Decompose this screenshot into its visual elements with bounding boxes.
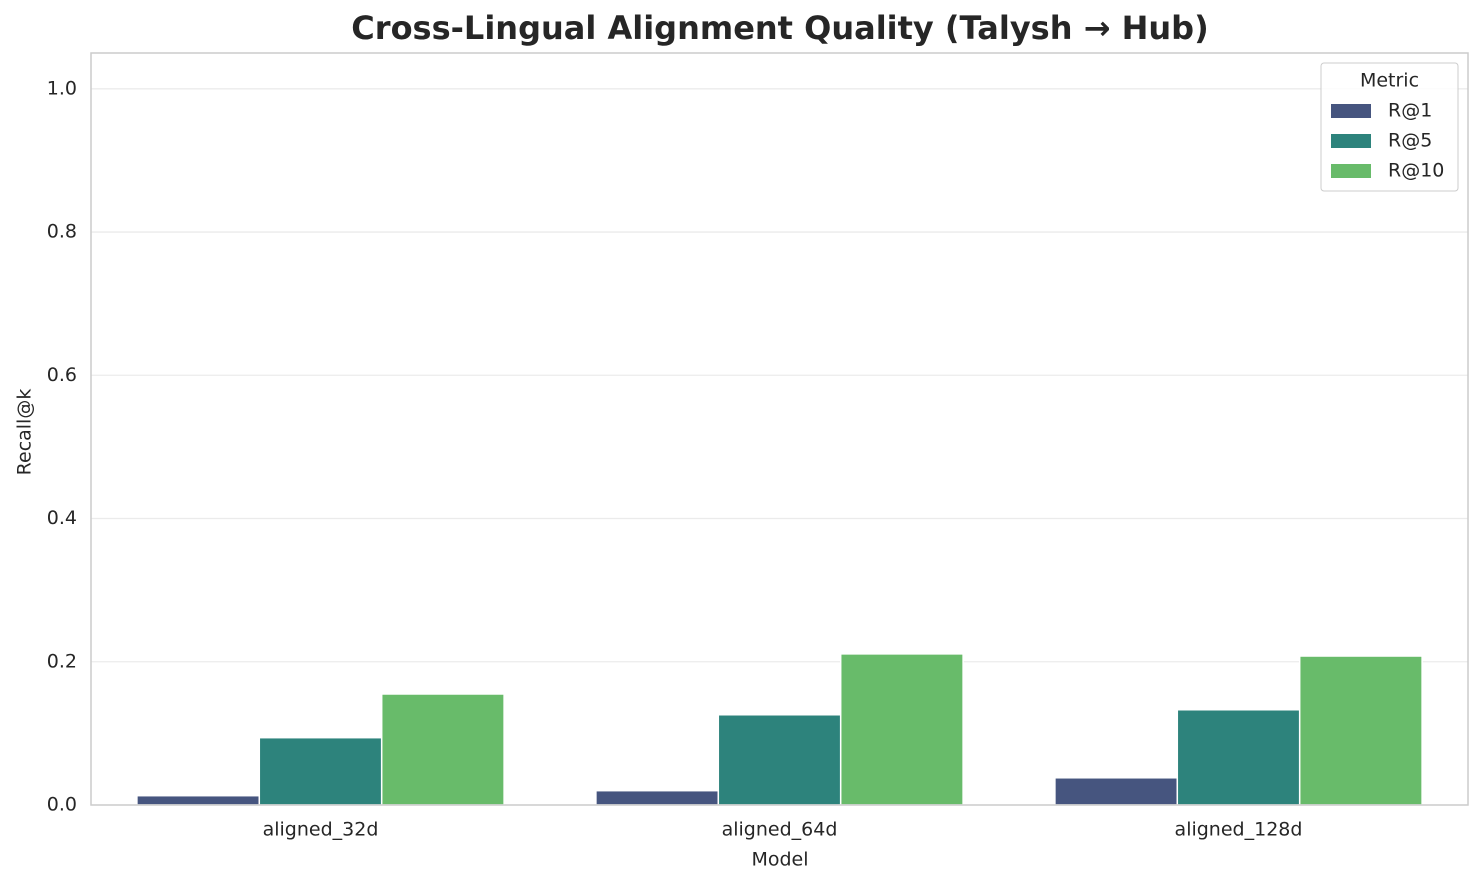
chart-title: Cross-Lingual Alignment Quality (Talysh … <box>351 9 1208 47</box>
bar <box>1298 655 1423 806</box>
bar <box>258 736 383 806</box>
bar <box>1176 708 1301 806</box>
bar <box>136 794 261 806</box>
x-axis-label: Model <box>751 849 808 871</box>
legend-label: R@10 <box>1388 160 1444 182</box>
legend-swatch <box>1331 164 1371 178</box>
bar <box>839 653 964 806</box>
legend: Metric R@1 R@5 R@10 <box>1320 62 1459 192</box>
bar <box>595 789 720 806</box>
x-tick-label: aligned_32d <box>263 819 379 841</box>
y-tick-label: 1.0 <box>47 77 77 99</box>
bar <box>380 693 505 806</box>
plot-frame <box>90 52 1469 806</box>
legend-title: Metric <box>1360 70 1419 92</box>
y-tick-label: 0.6 <box>47 364 77 386</box>
legend-label: R@5 <box>1388 130 1432 152</box>
x-tick-label: aligned_128d <box>1175 819 1303 841</box>
y-tick-label: 0.4 <box>47 507 77 529</box>
y-axis-label: Recall@k <box>14 389 36 476</box>
y-tick-label: 0.0 <box>47 794 77 816</box>
bar <box>717 714 842 806</box>
y-tick-label: 0.2 <box>47 650 77 672</box>
legend-label: R@1 <box>1388 100 1432 122</box>
y-tick-label: 0.8 <box>47 221 77 243</box>
legend-box <box>1320 62 1459 192</box>
legend-swatch <box>1331 104 1371 118</box>
legend-swatch <box>1331 134 1371 148</box>
bar <box>1054 777 1179 806</box>
x-tick-label: aligned_64d <box>722 819 838 841</box>
